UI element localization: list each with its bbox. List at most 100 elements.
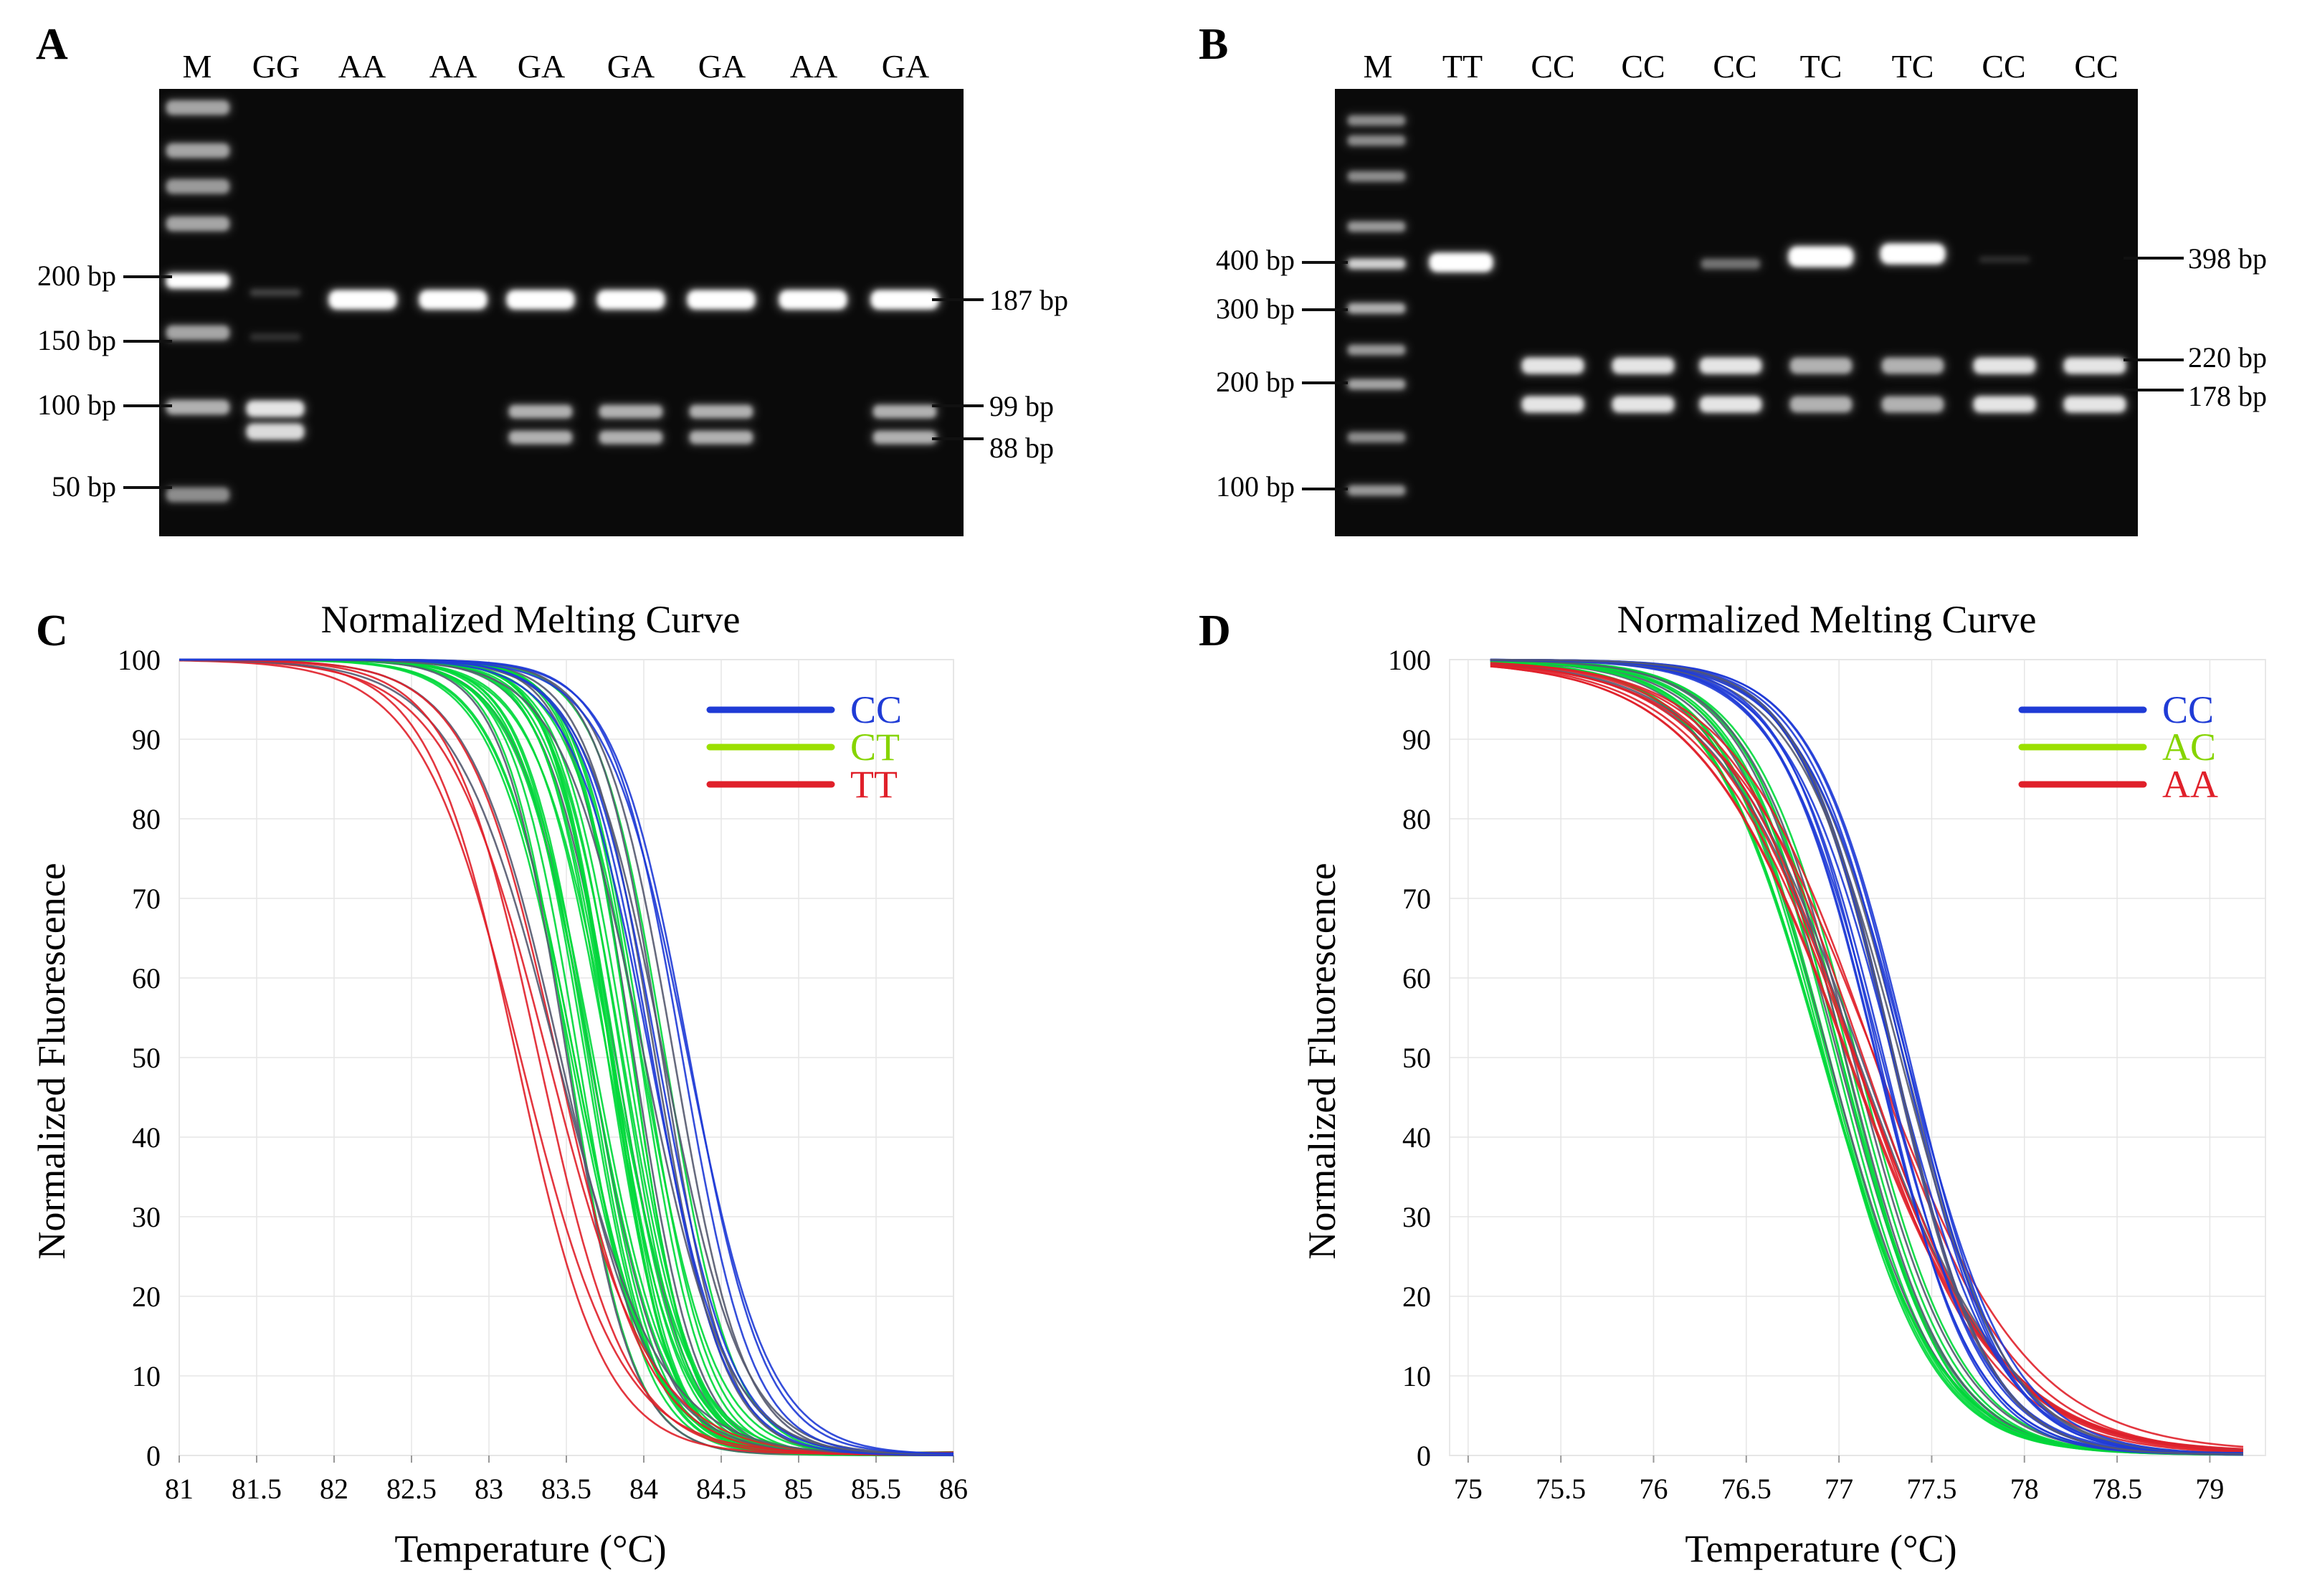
gel-band <box>1430 253 1493 272</box>
gel-band <box>1701 259 1760 269</box>
lane-label: CC <box>1982 48 2025 85</box>
x-tick-label: 76.5 <box>1721 1473 1772 1505</box>
marker-label: 99 bp <box>989 390 1054 422</box>
legend-label: TT <box>850 763 898 806</box>
legend-label: AC <box>2162 726 2216 769</box>
gel-band <box>1974 358 2035 374</box>
gel-band <box>509 405 572 418</box>
gel-band <box>1700 358 1761 374</box>
melting-curve <box>179 659 953 1455</box>
gel-band <box>1612 358 1674 374</box>
legend-label: CC <box>2162 688 2214 731</box>
gel-a-left-markers: 200 bp 150 bp 100 bp 50 bp <box>37 260 172 503</box>
x-tick-label: 84 <box>629 1473 658 1505</box>
gel-band <box>329 290 396 309</box>
melting-curve <box>179 659 954 1456</box>
gel-band <box>1348 115 1405 125</box>
lane-label: GG <box>252 48 300 85</box>
gel-band <box>1522 358 1584 374</box>
series-aa <box>1490 662 2244 1454</box>
legend-label: AA <box>2162 763 2218 806</box>
y-tick-label: 90 <box>1402 723 1431 756</box>
chart-d-title: Normalized Melting Curve <box>1617 598 2037 641</box>
lane-label: GA <box>698 48 746 85</box>
gel-band <box>166 100 229 115</box>
gel-band <box>166 274 229 288</box>
marker-label: 88 bp <box>989 432 1054 464</box>
lane-label: TC <box>1800 48 1842 85</box>
marker-label: 398 bp <box>2188 242 2267 275</box>
gel-band <box>247 424 304 440</box>
panel-a-letter: A <box>36 20 68 69</box>
panel-c-letter: C <box>36 607 68 655</box>
gel-band <box>507 290 574 309</box>
gel-band <box>1348 345 1405 355</box>
gel-band <box>1882 396 1944 412</box>
x-tick-label: 79 <box>2195 1473 2224 1505</box>
gel-band <box>166 326 229 340</box>
marker-label: 220 bp <box>2188 341 2267 374</box>
x-tick-label: 81.5 <box>232 1473 282 1505</box>
marker-label: 150 bp <box>37 324 116 356</box>
gel-band <box>597 290 665 309</box>
gel-band <box>1789 247 1853 267</box>
lane-label: GA <box>607 48 655 85</box>
x-tick-label: 81 <box>165 1473 194 1505</box>
lane-label: TC <box>1892 48 1934 85</box>
gel-band <box>1348 171 1405 181</box>
panel-c: C Normalized Melting Curve 0 10 20 30 40 50 60… <box>30 598 968 1570</box>
y-tick-label: 60 <box>1402 962 1431 994</box>
melting-curve <box>1490 665 2244 1450</box>
y-tick-label: 20 <box>1402 1281 1431 1313</box>
lane-label: CC <box>2074 48 2118 85</box>
y-tick-label: 50 <box>132 1042 161 1074</box>
gel-band <box>1348 222 1405 232</box>
gel-band <box>1348 136 1405 146</box>
gel-b-right-markers: 398 bp 220 bp 178 bp <box>2124 242 2267 412</box>
melting-curve <box>1490 662 2244 1453</box>
gel-band <box>688 290 755 309</box>
panel-b: B M TT CC CC CC TC TC CC CC 400 bp 300 b… <box>1199 20 2267 536</box>
x-tick-label: 82 <box>320 1473 348 1505</box>
gel-band <box>1348 379 1405 389</box>
y-tick-label: 60 <box>132 962 161 994</box>
y-tick-label: 80 <box>1402 803 1431 835</box>
panel-d: D Normalized Melting Curve 0 10 20 30 40 50 60… <box>1199 598 2266 1570</box>
marker-label: 178 bp <box>2188 380 2267 412</box>
gel-band <box>166 488 229 502</box>
melting-curve <box>179 658 954 1455</box>
gel-a-image <box>159 89 964 536</box>
lane-label: AA <box>790 48 837 85</box>
lane-label: CC <box>1621 48 1665 85</box>
gel-band <box>419 290 487 309</box>
lane-label: AA <box>338 48 386 85</box>
gel-b-image <box>1335 89 2138 536</box>
marker-label: 50 bp <box>52 470 116 503</box>
x-tick-label: 77.5 <box>1906 1473 1956 1505</box>
chart-d-plot: 0 10 20 30 40 50 60 70 80 90 100 75 75.5 76 76.5 77 77.5… <box>1388 644 2266 1505</box>
lane-label: AA <box>429 48 477 85</box>
lane-label: CC <box>1531 48 1574 85</box>
gel-band <box>873 431 936 444</box>
gel-b-bands <box>1345 113 2129 498</box>
melting-curve <box>1490 658 2243 1455</box>
gel-band <box>166 179 229 194</box>
gel-band <box>166 400 229 414</box>
gel-band <box>166 143 229 158</box>
gel-band <box>871 290 938 309</box>
gel-band <box>1348 259 1405 269</box>
gel-band <box>1790 358 1852 374</box>
gel-band <box>690 405 753 418</box>
lane-label: M <box>1364 48 1393 85</box>
lane-label: M <box>183 48 212 85</box>
gel-band <box>1882 358 1944 374</box>
gel-a-bands <box>163 98 941 504</box>
series-cc <box>1490 658 2244 1456</box>
chart-c-title: Normalized Melting Curve <box>321 598 741 641</box>
panel-d-letter: D <box>1199 607 1231 655</box>
y-tick-label: 100 <box>1388 644 1431 676</box>
lane-label: CC <box>1713 48 1756 85</box>
panel-b-letter: B <box>1199 20 1228 69</box>
gel-b-left-markers: 400 bp 300 bp 200 bp 100 bp <box>1216 244 1348 503</box>
marker-label: 200 bp <box>37 260 116 292</box>
